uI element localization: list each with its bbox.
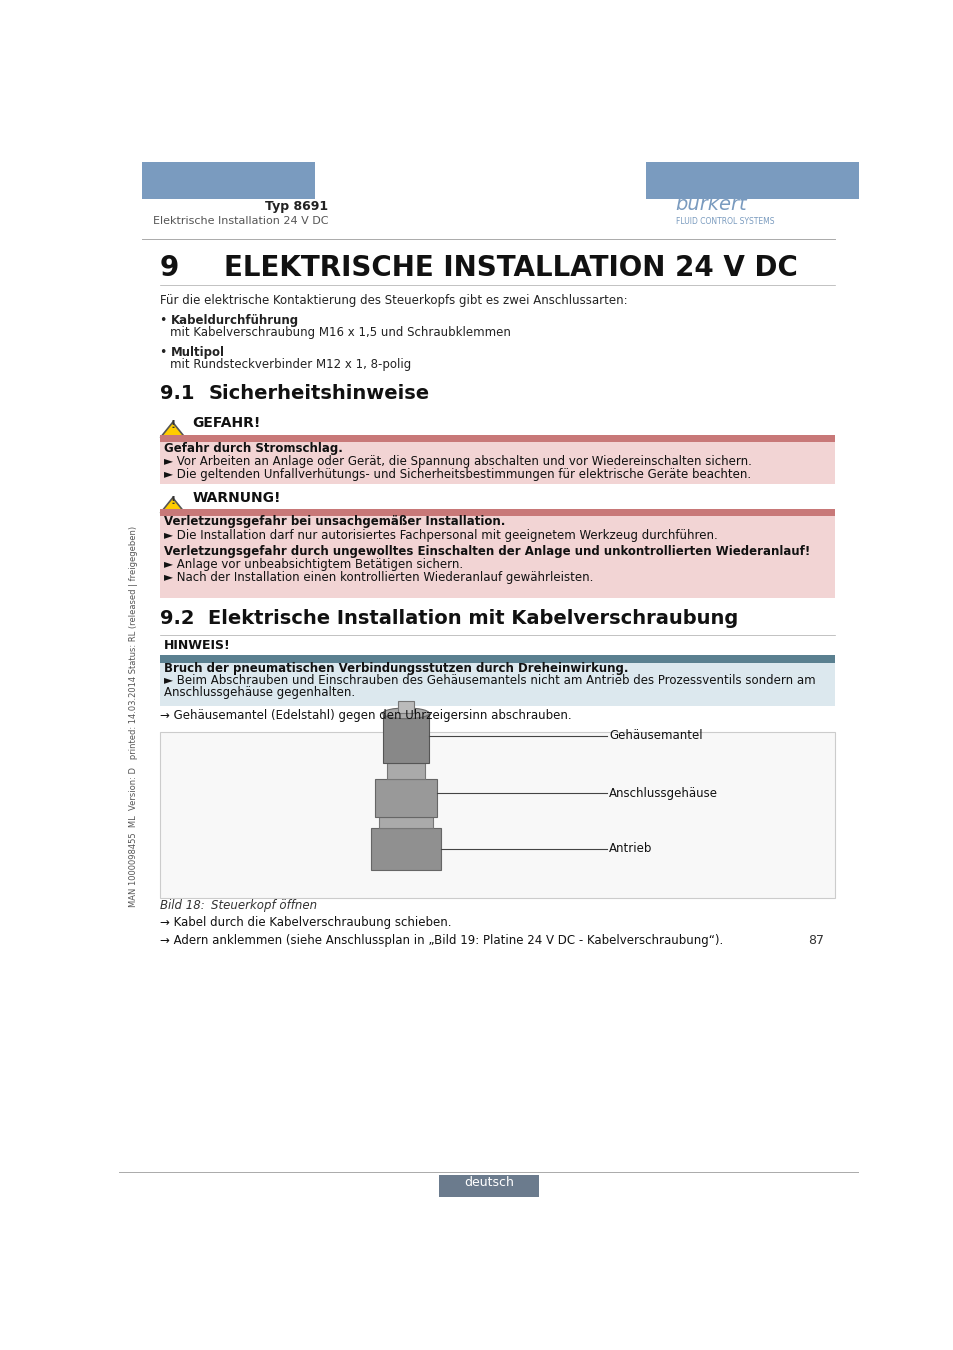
Text: Bruch der pneumatischen Verbindungsstutzen durch Dreheinwirkung.: Bruch der pneumatischen Verbindungsstutz… <box>164 662 628 675</box>
Bar <box>159 443 835 483</box>
Text: Antrieb: Antrieb <box>608 842 652 856</box>
Text: FLUID CONTROL SYSTEMS: FLUID CONTROL SYSTEMS <box>675 216 774 225</box>
Text: •: • <box>159 313 167 327</box>
Text: 87: 87 <box>807 934 823 946</box>
Text: ► Anlage vor unbeabsichtigtem Betätigen sichern.: ► Anlage vor unbeabsichtigtem Betätigen … <box>164 558 463 571</box>
Bar <box>159 516 835 598</box>
Text: ► Beim Abschrauben und Einschrauben des Gehäusemantels nicht am Antrieb des Proz: ► Beim Abschrauben und Einschrauben des … <box>164 674 815 687</box>
Bar <box>159 509 835 516</box>
Bar <box>371 828 440 871</box>
Text: → Adern anklemmen (siehe Anschlussplan in „Bild 19: Platine 24 V DC - Kabelversc: → Adern anklemmen (siehe Anschlussplan i… <box>159 934 722 946</box>
Bar <box>386 763 425 779</box>
Text: !: ! <box>170 420 175 431</box>
Text: Sicherheitshinweise: Sicherheitshinweise <box>208 385 429 404</box>
Text: ELEKTRISCHE INSTALLATION 24 V DC: ELEKTRISCHE INSTALLATION 24 V DC <box>224 254 797 282</box>
Text: HINWEIS!: HINWEIS! <box>164 639 231 652</box>
Bar <box>142 162 314 198</box>
Text: Elektrische Installation 24 V DC: Elektrische Installation 24 V DC <box>152 216 328 225</box>
Text: Elektrische Installation mit Kabelverschraubung: Elektrische Installation mit Kabelversch… <box>208 609 738 628</box>
Polygon shape <box>160 498 185 513</box>
Bar <box>378 817 433 828</box>
Text: deutsch: deutsch <box>463 1176 514 1189</box>
Text: mit Rundsteckverbinder M12 x 1, 8-polig: mit Rundsteckverbinder M12 x 1, 8-polig <box>171 358 411 371</box>
Text: ► Die geltenden Unfallverhütungs- und Sicherheitsbestimmungen für elektrische Ge: ► Die geltenden Unfallverhütungs- und Si… <box>164 467 751 481</box>
Text: Multipol: Multipol <box>171 346 224 359</box>
Text: Gehäusemantel: Gehäusemantel <box>608 729 702 742</box>
Bar <box>645 162 858 198</box>
Bar <box>159 663 835 706</box>
Text: 9.2: 9.2 <box>159 609 193 628</box>
Text: Steuerkopf öffnen: Steuerkopf öffnen <box>211 899 316 911</box>
Text: Typ 8691: Typ 8691 <box>265 200 328 213</box>
Bar <box>397 701 414 713</box>
Text: Bild 18:: Bild 18: <box>159 899 204 911</box>
Bar <box>382 713 429 763</box>
Text: → Kabel durch die Kabelverschraubung schieben.: → Kabel durch die Kabelverschraubung sch… <box>159 915 451 929</box>
Text: MAN 1000098455  ML  Version: D   printed: 14.03.2014 Status: RL (released | frei: MAN 1000098455 ML Version: D printed: 14… <box>129 526 137 907</box>
Text: Verletzungsgefahr durch ungewolltes Einschalten der Anlage und unkontrollierten : Verletzungsgefahr durch ungewolltes Eins… <box>164 544 810 558</box>
Bar <box>375 779 436 817</box>
Text: GEFAHR!: GEFAHR! <box>192 416 260 429</box>
Text: bürkert: bürkert <box>675 194 746 213</box>
Text: Kabeldurchführung: Kabeldurchführung <box>171 313 298 327</box>
Bar <box>438 1176 538 1197</box>
Text: ► Nach der Installation einen kontrollierten Wiederanlauf gewährleisten.: ► Nach der Installation einen kontrollie… <box>164 571 593 585</box>
Text: ► Vor Arbeiten an Anlage oder Gerät, die Spannung abschalten und vor Wiedereinsc: ► Vor Arbeiten an Anlage oder Gerät, die… <box>164 455 751 467</box>
Text: Anschlussgehäuse gegenhalten.: Anschlussgehäuse gegenhalten. <box>164 686 355 699</box>
Text: Verletzungsgefahr bei unsachgemäßer Installation.: Verletzungsgefahr bei unsachgemäßer Inst… <box>164 516 505 528</box>
Text: Für die elektrische Kontaktierung des Steuerkopfs gibt es zwei Anschlussarten:: Für die elektrische Kontaktierung des St… <box>159 294 626 308</box>
Bar <box>159 435 835 443</box>
Bar <box>159 655 835 663</box>
Text: •: • <box>159 346 167 359</box>
Text: !: ! <box>170 495 175 506</box>
Text: Anschlussgehäuse: Anschlussgehäuse <box>608 787 718 801</box>
Text: ► Die Installation darf nur autorisiertes Fachpersonal mit geeignetem Werkzeug d: ► Die Installation darf nur autorisierte… <box>164 529 718 541</box>
Bar <box>159 732 835 898</box>
Text: → Gehäusemantel (Edelstahl) gegen den Uhrzeigersinn abschrauben.: → Gehäusemantel (Edelstahl) gegen den Uh… <box>159 710 571 722</box>
Polygon shape <box>160 423 185 437</box>
Text: Gefahr durch Stromschlag.: Gefahr durch Stromschlag. <box>164 441 343 455</box>
Text: 9.1: 9.1 <box>159 385 193 404</box>
Text: WARNUNG!: WARNUNG! <box>192 491 280 505</box>
Text: mit Kabelverschraubung M16 x 1,5 und Schraubklemmen: mit Kabelverschraubung M16 x 1,5 und Sch… <box>171 325 511 339</box>
Text: 9: 9 <box>159 254 178 282</box>
Ellipse shape <box>382 707 429 718</box>
